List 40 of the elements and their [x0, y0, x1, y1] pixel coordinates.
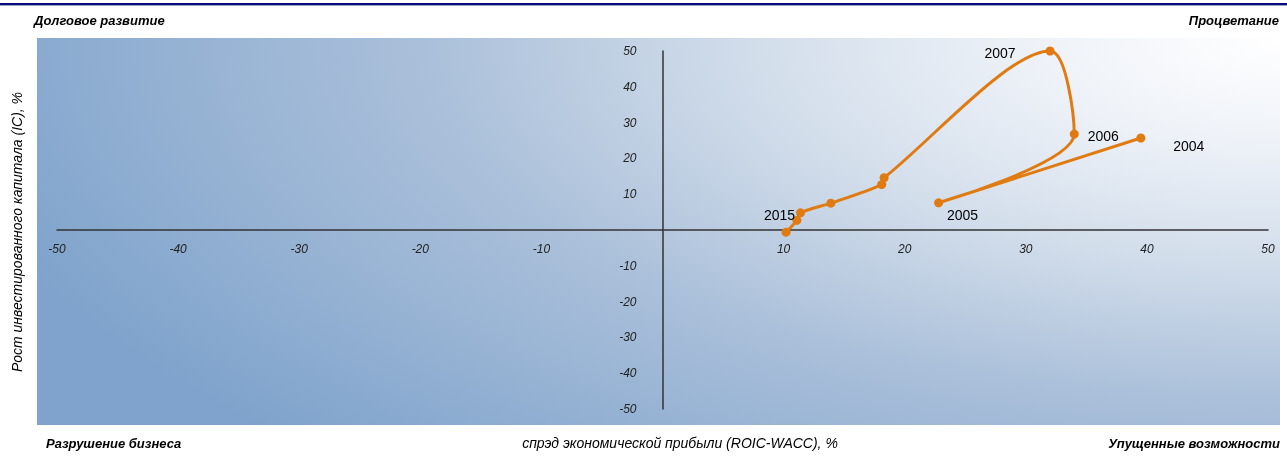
point [934, 198, 944, 208]
point [796, 208, 806, 218]
y-tick-label: -40 [619, 366, 637, 381]
y-tick-label: -50 [619, 402, 637, 416]
y-tick-label: 10 [623, 187, 637, 202]
annotation: 2004 [1173, 137, 1205, 154]
x-tick-label: -40 [169, 242, 188, 256]
annotation: 2015 [763, 206, 796, 223]
y-tick-label: -20 [619, 294, 637, 309]
annotation: 2007 [984, 45, 1016, 61]
x-axis-title: спрэд экономической прибыли (ROIC-WACC), % [522, 435, 838, 451]
x-tick-label: -20 [411, 242, 430, 256]
point [1136, 133, 1146, 143]
x-tick-label: -10 [532, 242, 551, 256]
x-tick-label: -50 [48, 242, 66, 256]
y-tick-label: -10 [619, 258, 637, 273]
annotation: 2006 [1087, 128, 1120, 145]
x-tick-label: 40 [1140, 242, 1154, 256]
y-tick-label: 50 [623, 44, 637, 58]
x-tick-label: -30 [290, 242, 309, 256]
y-axis-title: Рост инвестированного капитала (IC), % [9, 91, 25, 373]
x-tick-label: 30 [1019, 242, 1033, 256]
point [877, 180, 887, 190]
point [1069, 129, 1079, 139]
annotation: 2005 [947, 206, 979, 223]
text: Разрушение бизнеса [46, 435, 182, 451]
x-tick-label: 20 [897, 242, 912, 256]
point [781, 227, 791, 237]
text: Упущенные возможности [1108, 435, 1281, 451]
point [826, 198, 836, 208]
point [1045, 46, 1055, 56]
text: Долговое развитие [33, 12, 165, 28]
y-tick-label: 30 [623, 115, 637, 130]
x-tick-label: 10 [776, 242, 791, 256]
y-tick-label: -30 [619, 330, 637, 345]
text: Процветание [1188, 12, 1279, 28]
y-tick-label: 20 [622, 151, 637, 166]
y-tick-label: 40 [623, 79, 637, 94]
point [879, 173, 889, 183]
x-tick-label: 50 [1261, 242, 1275, 256]
